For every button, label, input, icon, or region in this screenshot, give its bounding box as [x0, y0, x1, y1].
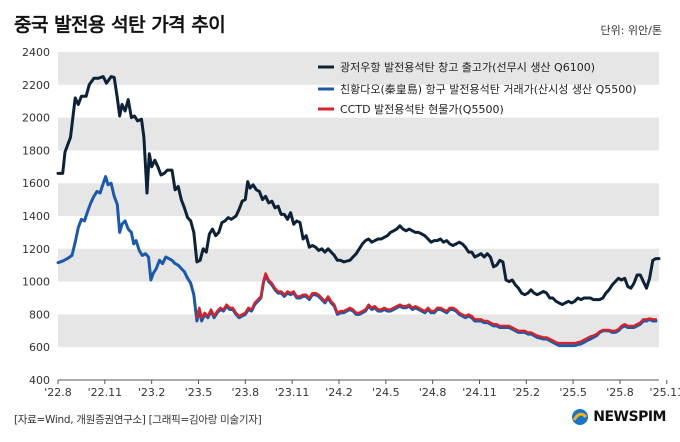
y-tick-label: 2000 — [22, 112, 50, 125]
x-tick-label: '22.11 — [88, 386, 123, 399]
newspim-logo: NEWSPIM — [571, 408, 666, 426]
legend-label-3: CCTD 발전용석탄 현물가(Q5500) — [340, 103, 504, 116]
y-tick-label: 1600 — [22, 177, 50, 190]
x-axis: '22.8 '22.11 '23.2 '23.5 '23.8 '23.11 '24.2 '24… — [44, 379, 680, 399]
y-tick-label: 600 — [29, 341, 50, 354]
x-tick-label: '24.5 — [372, 386, 400, 399]
y-axis-labels: 400 600 800 1000 1200 1400 1600 1800 2000 2200 240… — [22, 46, 50, 387]
source-caption: [자료=Wind, 개원증권연구소] [그래픽=김아랑 미술기자] — [14, 414, 262, 426]
legend: 광저우항 발전용석탄 창고 출고가(선무시 생산 Q6100) 친황다오(秦皇島)… — [318, 61, 637, 116]
x-tick-label: '24.8 — [419, 386, 447, 399]
unit-label: 단위: 위안/톤 — [600, 24, 662, 37]
x-tick-label: '24.11 — [462, 386, 497, 399]
x-tick-label: '25.5 — [559, 386, 587, 399]
x-tick-label: '23.8 — [232, 386, 260, 399]
y-tick-label: 2200 — [22, 79, 50, 92]
x-tick-label: '24.2 — [325, 386, 353, 399]
x-tick-label: '25.11 — [650, 386, 680, 399]
logo-text: NEWSPIM — [593, 409, 666, 425]
x-tick-label: '23.11 — [275, 386, 310, 399]
y-tick-label: 400 — [29, 374, 50, 387]
y-tick-label: 1400 — [22, 210, 50, 223]
grid-band — [58, 52, 659, 85]
legend-label-1: 광저우항 발전용석탄 창고 출고가(선무시 생산 Q6100) — [340, 61, 595, 74]
y-tick-label: 800 — [29, 308, 50, 321]
series-lines — [56, 75, 661, 348]
x-tick-label: '25.8 — [606, 386, 634, 399]
x-tick-label: '23.2 — [138, 386, 166, 399]
y-tick-label: 1200 — [22, 243, 50, 256]
x-tick-label: '22.8 — [44, 386, 72, 399]
series-line-1 — [56, 75, 661, 307]
y-tick-label: 1000 — [22, 276, 50, 289]
y-tick-label: 1800 — [22, 144, 50, 157]
grid-band — [58, 117, 659, 151]
newspim-logo-icon — [572, 409, 589, 425]
x-tick-label: '25.2 — [513, 386, 541, 399]
chart-title: 중국 발전용 석탄 가격 추이 — [14, 14, 226, 36]
grid-band — [58, 314, 659, 348]
x-tick-label: '23.5 — [185, 386, 213, 399]
legend-label-2: 친황다오(秦皇島) 항구 발전용석탄 거래가(산시성 생산 Q5500) — [340, 82, 637, 96]
series-line-3 — [195, 272, 658, 345]
grid-band — [58, 183, 659, 216]
grid-bands — [58, 52, 659, 348]
y-tick-label: 2400 — [22, 46, 50, 59]
